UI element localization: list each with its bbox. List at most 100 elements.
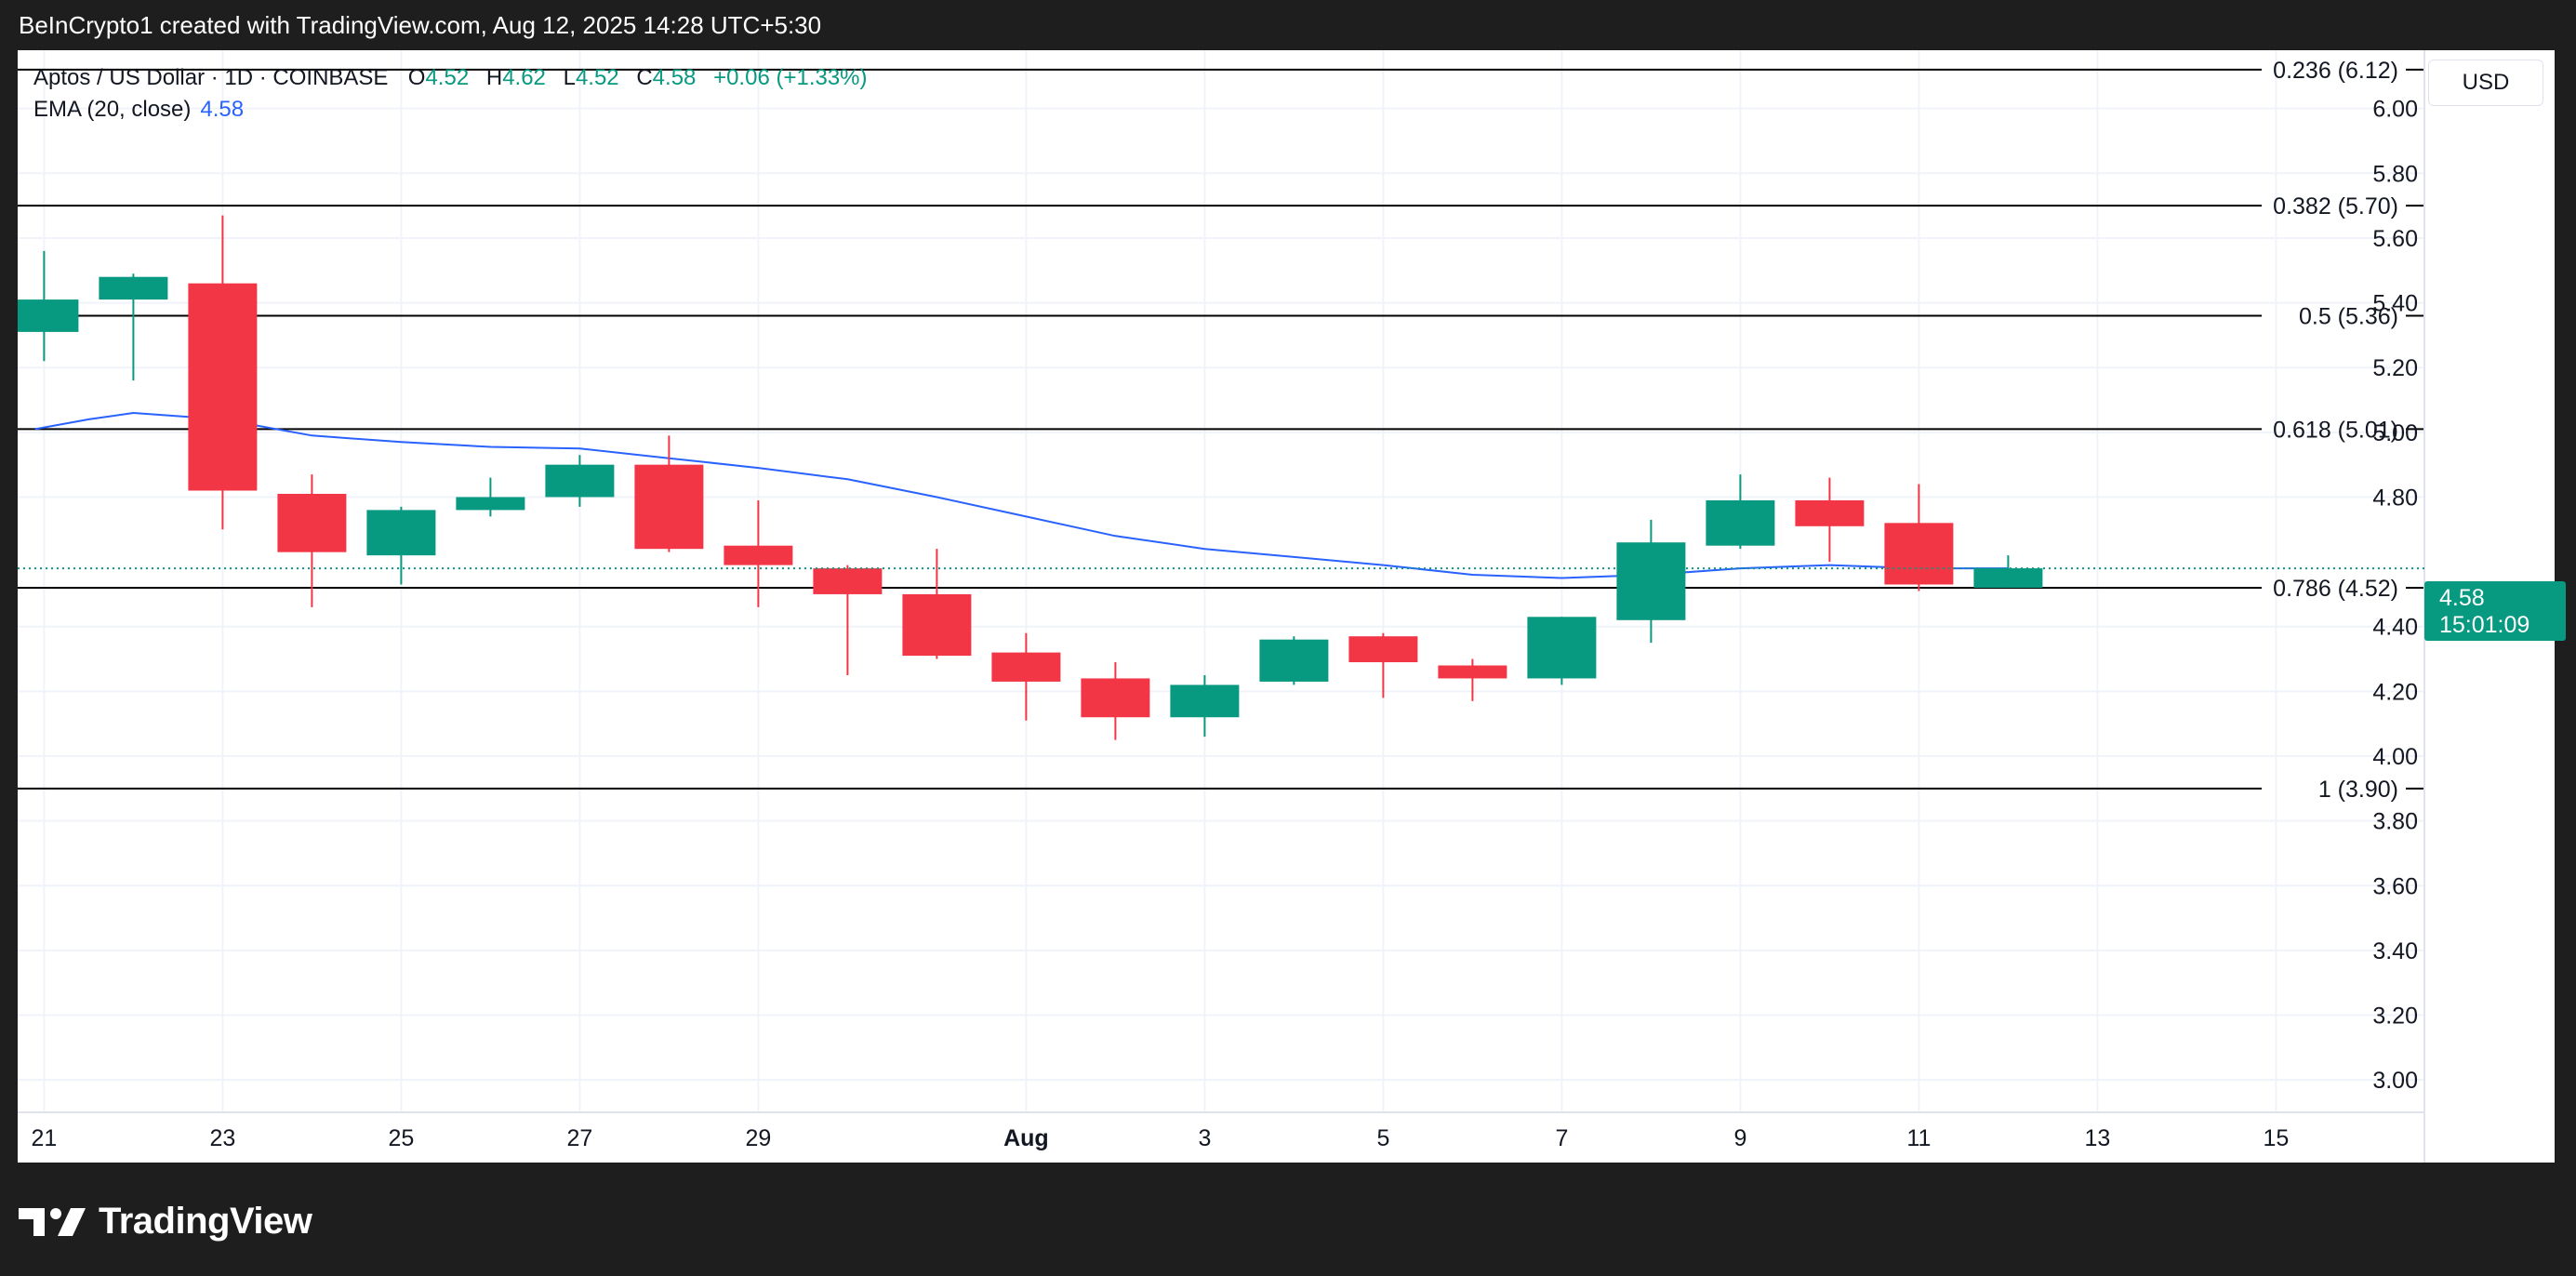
candles[interactable] — [18, 215, 2043, 740]
candle[interactable] — [813, 565, 883, 675]
candle-body — [456, 497, 525, 511]
x-tick-label: 3 — [1198, 1125, 1211, 1151]
y-tick-label: 4.00 — [2372, 744, 2418, 770]
y-tick-label: 3.80 — [2372, 809, 2418, 835]
candle[interactable] — [1616, 519, 1686, 644]
fib-level-label: 0.618 (5.01) — [2273, 417, 2398, 443]
low-key: L — [563, 65, 576, 90]
candle[interactable] — [991, 632, 1061, 721]
x-tick-label: 11 — [1906, 1125, 1931, 1151]
candle-body — [634, 464, 704, 550]
ema-value: 4.58 — [200, 97, 245, 122]
candle[interactable] — [99, 273, 168, 381]
y-tick-label: 5.40 — [2372, 291, 2418, 317]
last-price: 4.58 — [2439, 585, 2485, 611]
grid — [18, 50, 2424, 1112]
open-value: 4.52 — [425, 65, 470, 90]
candle-body — [1348, 636, 1418, 663]
ema-legend[interactable]: EMA (20, close) 4.58 — [33, 97, 244, 123]
last-price-tag: 4.58 15:01:09 — [2424, 581, 2566, 641]
y-tick-label: 3.00 — [2372, 1068, 2418, 1094]
close-value: 4.58 — [652, 65, 697, 90]
y-tick-label: 4.20 — [2372, 679, 2418, 705]
candle-body — [902, 593, 972, 657]
y-tick-label: 4.80 — [2372, 485, 2418, 511]
symbol-title: Aptos / US Dollar · 1D · COINBASE — [33, 65, 389, 90]
y-tick-label: 3.60 — [2372, 873, 2418, 899]
candle-body — [188, 283, 258, 491]
high-value: 4.62 — [502, 65, 546, 90]
attribution-bar: BeInCrypto1 created with TradingView.com… — [0, 0, 2576, 50]
y-tick-label: 3.40 — [2372, 938, 2418, 964]
chart-panel[interactable]: 0.236 (6.12) 0.382 (5.70) 0.5 (5.36) 0.618 … — [18, 50, 2566, 1163]
bar-countdown: 15:01:09 — [2439, 612, 2530, 638]
tradingview-brand-text: TradingView — [99, 1200, 312, 1242]
candle[interactable] — [366, 506, 436, 585]
candle-body — [99, 276, 168, 300]
price-chart[interactable]: 0.236 (6.12) 0.382 (5.70) 0.5 (5.36) 0.618 … — [18, 50, 2555, 1163]
fib-level-label: 1 (3.90) — [2318, 777, 2398, 803]
ema-label: EMA (20, close) — [33, 97, 192, 122]
candle-body — [1081, 678, 1150, 718]
candle[interactable] — [1527, 617, 1597, 685]
candle[interactable] — [456, 477, 525, 517]
candle[interactable] — [1348, 632, 1418, 698]
candle-body — [991, 652, 1061, 682]
candle[interactable] — [277, 474, 347, 607]
change-value: +0.06 (+1.33%) — [713, 65, 868, 90]
candle-body — [545, 464, 615, 498]
candle[interactable] — [902, 549, 972, 659]
low-value: 4.52 — [575, 65, 619, 90]
y-tick-label: 5.80 — [2372, 161, 2418, 187]
candle-body — [724, 545, 793, 565]
candle[interactable] — [1973, 555, 2043, 588]
candle-body — [813, 568, 883, 594]
y-tick-label: 5.60 — [2372, 226, 2418, 252]
candle-body — [1527, 617, 1597, 679]
candle[interactable] — [545, 455, 615, 507]
candle-body — [1706, 499, 1775, 546]
y-tick-label: 5.00 — [2372, 420, 2418, 446]
x-tick-label: 27 — [566, 1125, 592, 1151]
x-tick-label: 29 — [745, 1125, 771, 1151]
x-tick-label: 9 — [1733, 1125, 1746, 1151]
candle[interactable] — [1884, 484, 1954, 591]
candle[interactable] — [1081, 662, 1150, 740]
candle[interactable] — [724, 499, 793, 607]
candle-body — [1259, 639, 1329, 682]
candle-body — [1795, 499, 1865, 526]
y-tick-label: 5.20 — [2372, 355, 2418, 381]
candle-body — [366, 510, 436, 556]
axes: 6.00 5.80 5.60 5.40 5.20 5.00 4.80 4.40 4.20 4.00… — [18, 50, 2425, 1163]
y-tick-label: 6.00 — [2372, 97, 2418, 123]
candle-body — [1884, 523, 1954, 585]
open-key: O — [407, 65, 426, 90]
x-tick-label: 25 — [388, 1125, 414, 1151]
x-tick-label: 7 — [1555, 1125, 1568, 1151]
candle[interactable] — [1259, 636, 1329, 685]
candle-body — [1438, 665, 1507, 679]
fib-level-label: 0.5 (5.36) — [2299, 304, 2398, 330]
candle-body — [1973, 568, 2043, 588]
x-tick-label: 23 — [209, 1125, 235, 1151]
candle[interactable] — [1438, 658, 1507, 701]
fib-level-label: 0.236 (6.12) — [2273, 58, 2398, 84]
x-tick-label: 13 — [2084, 1125, 2110, 1151]
candle[interactable] — [188, 215, 258, 530]
candle[interactable] — [1170, 674, 1240, 738]
footer: TradingView — [19, 1198, 312, 1244]
fibonacci-levels[interactable]: 0.236 (6.12) 0.382 (5.70) 0.5 (5.36) 0.618 … — [18, 58, 2424, 803]
candle[interactable] — [18, 250, 79, 362]
x-tick-label: 21 — [31, 1125, 57, 1151]
currency-button[interactable]: USD — [2428, 60, 2543, 106]
x-tick-label: Aug — [1003, 1125, 1049, 1151]
candle[interactable] — [634, 435, 704, 552]
x-tick-label: 15 — [2263, 1125, 2289, 1151]
fib-level-label: 0.382 (5.70) — [2273, 193, 2398, 219]
candle-body — [277, 493, 347, 552]
high-key: H — [485, 65, 503, 90]
candle[interactable] — [1706, 474, 1775, 550]
close-key: C — [636, 65, 653, 90]
candle[interactable] — [1795, 477, 1865, 563]
y-tick-label: 3.20 — [2372, 1004, 2418, 1030]
